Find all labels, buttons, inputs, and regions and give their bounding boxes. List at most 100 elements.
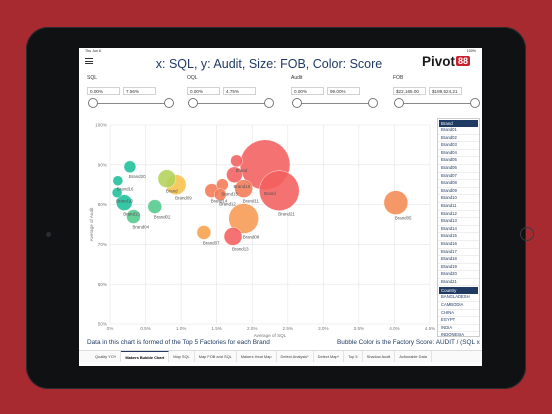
list-header-brand[interactable]: Brand <box>439 120 478 127</box>
tab-defect-map[interactable]: Defect Map* <box>314 351 345 362</box>
x-tick-label: 2.5% <box>283 326 293 331</box>
bubble-point[interactable] <box>123 160 137 173</box>
tab-map-fob-and-sql[interactable]: Map FOB and SQL <box>195 351 237 362</box>
x-tick-label: 1.5% <box>211 326 221 331</box>
list-item-country[interactable]: EGYPT <box>438 317 479 325</box>
bubble-point[interactable] <box>259 170 300 211</box>
list-item-country[interactable]: CAMBODIA <box>438 302 479 310</box>
tab-map-sql[interactable]: Map SQL <box>169 351 195 362</box>
bubble-point[interactable] <box>214 188 227 201</box>
slider-max-knob-fob[interactable] <box>470 98 480 108</box>
tab-actionable-data[interactable]: Actionable Data <box>395 351 432 362</box>
y-tick-label: 80% <box>98 202 107 207</box>
list-item-brand[interactable]: Brand19 <box>438 264 479 272</box>
menu-icon[interactable] <box>85 58 93 66</box>
list-header-country[interactable]: Country <box>439 287 478 295</box>
tab-top-5[interactable]: Top 5 <box>344 351 363 362</box>
filter-min-audit[interactable]: 0.00% <box>291 87 324 95</box>
bubble-label: Brand12 <box>219 202 236 207</box>
battery-level: 100% <box>466 49 476 53</box>
tab-defect-analysis[interactable]: Defect Analysis* <box>277 351 314 362</box>
y-axis-title: Average of Audit <box>89 207 94 241</box>
bubble-label: Brand18 <box>233 184 250 189</box>
filter-min-oql[interactable]: 0.00% <box>187 87 220 95</box>
tab-makers-heat-map[interactable]: Makers Heat Map <box>237 351 277 362</box>
brand-country-list[interactable]: Brand Brand01 Brand02 Brand03 Brand04 Brand0… <box>437 118 480 337</box>
bubble-label: Brand21 <box>278 212 295 217</box>
filter-min-sql[interactable]: 0.00% <box>87 87 120 95</box>
list-item-brand[interactable]: Brand18 <box>438 256 479 264</box>
list-item-brand[interactable]: Brand09 <box>438 188 479 196</box>
page-title: x: SQL, y: Audit, Size: FOB, Color: Scor… <box>155 57 383 71</box>
list-item-country[interactable]: INDIA <box>438 325 479 333</box>
list-item-brand[interactable]: Brand20 <box>438 271 479 279</box>
list-item-brand[interactable]: Brand21 <box>438 279 479 287</box>
list-item-brand[interactable]: Brand02 <box>438 135 479 143</box>
tab-shadow-audit[interactable]: Shadow Audit <box>363 351 396 362</box>
bubble-point[interactable] <box>383 190 409 215</box>
list-item-brand[interactable]: Brand17 <box>438 249 479 257</box>
list-item-brand[interactable]: Brand01 <box>438 127 479 135</box>
bubble-chart[interactable]: 50% 60% 70% 80% 90% 100% 0% 0.5% 1.0% 1.5% 2.0% 2.5… <box>79 48 482 348</box>
bubble-point[interactable] <box>234 179 253 198</box>
bubble-point[interactable] <box>112 175 124 186</box>
y-tick-label: 90% <box>98 162 107 167</box>
slider-max-knob-sql[interactable] <box>164 98 174 108</box>
list-item-brand[interactable]: Brand13 <box>438 218 479 226</box>
x-tick-label: 4.5% <box>425 326 435 331</box>
camera-icon <box>46 232 51 237</box>
y-tick-label: 70% <box>98 242 107 247</box>
filter-min-fob[interactable]: $22,165.00 <box>393 87 426 95</box>
bubble-point[interactable] <box>226 166 243 183</box>
list-item-brand[interactable]: Brand06 <box>438 165 479 173</box>
x-axis-title: Average of SQL <box>254 333 287 338</box>
tab-quality-yoy[interactable]: Quality YOY <box>91 351 122 362</box>
y-tick-label: 50% <box>98 322 107 327</box>
list-item-brand[interactable]: Brand08 <box>438 180 479 188</box>
x-tick-label: 0.5% <box>140 326 150 331</box>
bubble-label: Brand20 <box>129 174 146 179</box>
bubble-point[interactable] <box>228 203 259 234</box>
list-item-brand[interactable]: Brand15 <box>438 233 479 241</box>
list-item-brand[interactable]: Brand12 <box>438 211 479 219</box>
filter-max-sql[interactable]: 7.56% <box>123 87 156 95</box>
list-item-country[interactable]: INDONESIA <box>438 332 479 336</box>
status-bar: Thu Jun 6 100% <box>79 48 482 54</box>
bubble-point[interactable] <box>147 199 163 214</box>
list-item-brand[interactable]: Brand05 <box>438 157 479 165</box>
list-item-brand[interactable]: Brand16 <box>438 241 479 249</box>
list-item-country[interactable]: BANGLADESH <box>438 294 479 303</box>
list-item-brand[interactable]: Brand07 <box>438 173 479 181</box>
logo-text: Pivot <box>422 54 456 69</box>
filter-max-audit[interactable]: 99.00% <box>327 87 360 95</box>
bubble-point[interactable] <box>157 169 177 188</box>
slider-min-knob-audit[interactable] <box>292 98 302 108</box>
slider-min-knob-fob[interactable] <box>394 98 404 108</box>
bubble-point[interactable] <box>116 194 133 211</box>
list-item-brand[interactable]: Brand14 <box>438 226 479 234</box>
filter-max-oql[interactable]: 4.75% <box>223 87 256 95</box>
bubble-point[interactable] <box>223 227 243 246</box>
bubble-label: Brand05 <box>395 216 412 221</box>
slider-max-knob-audit[interactable] <box>368 98 378 108</box>
bubble-label: Brand13 <box>123 212 140 217</box>
list-item-brand[interactable]: Brand10 <box>438 195 479 203</box>
list-item-country[interactable]: CHINA <box>438 310 479 318</box>
slider-min-knob-oql[interactable] <box>188 98 198 108</box>
filter-max-fob[interactable]: $189,524,21 <box>429 87 462 95</box>
logo: Pivot 88 <box>422 54 478 70</box>
tab-makers-bubble-chart[interactable]: Makers Bubble Chart <box>121 351 170 362</box>
slider-min-knob-sql[interactable] <box>88 98 98 108</box>
filter-label-sql: SQL <box>87 75 98 81</box>
bubble-point[interactable] <box>111 187 123 198</box>
list-item-brand[interactable]: Brand11 <box>438 203 479 211</box>
slider-max-knob-oql[interactable] <box>264 98 274 108</box>
bubble-label: Brand08 <box>243 235 260 240</box>
bubble-point[interactable] <box>230 154 243 168</box>
list-item-brand[interactable]: Brand03 <box>438 142 479 150</box>
x-tick-label: 1.0% <box>176 326 186 331</box>
bubble-point[interactable] <box>196 225 212 240</box>
bubble-point[interactable] <box>126 209 141 224</box>
home-button[interactable] <box>520 227 534 241</box>
list-item-brand[interactable]: Brand04 <box>438 150 479 158</box>
